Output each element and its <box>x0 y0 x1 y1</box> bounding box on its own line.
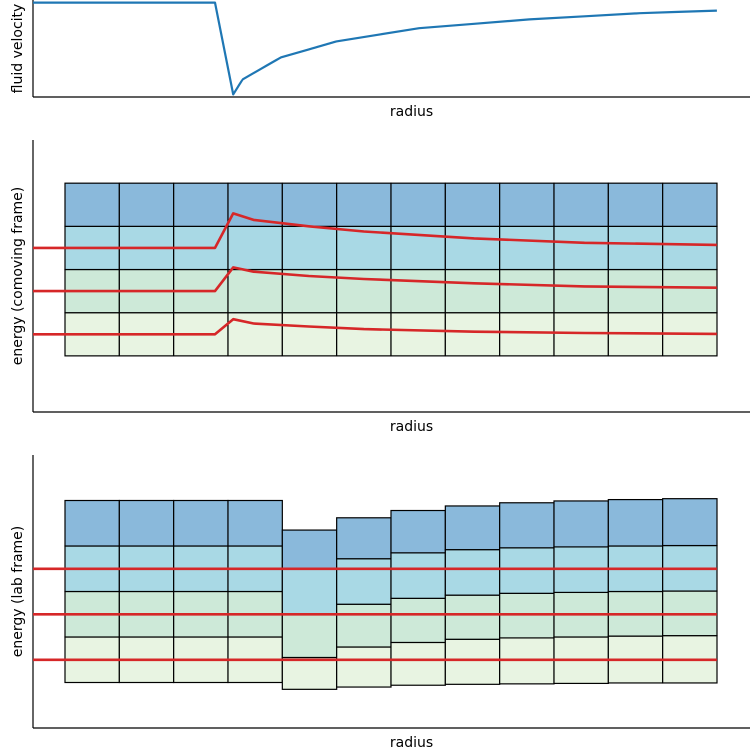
energy-bin-cell <box>607 498 664 547</box>
energy-bin-cell <box>336 646 392 688</box>
energy-group-line <box>33 212 717 250</box>
y-axis-label: energy (lab frame) <box>10 526 26 657</box>
energy-bin-cell <box>444 312 501 357</box>
energy-bin-cell <box>499 502 555 549</box>
energy-bin-cell <box>390 182 446 227</box>
energy-bin-cell <box>281 529 338 570</box>
velocity-line <box>33 1 717 96</box>
energy-bin-cell <box>499 182 555 227</box>
energy-bin-cell <box>227 268 283 314</box>
energy-bin-cell <box>444 225 501 271</box>
energy-bin-cell <box>390 509 446 554</box>
energy-bin-cell <box>281 656 338 690</box>
energy-bin-cell <box>390 641 446 686</box>
x-axis-label: radius <box>390 104 433 120</box>
energy-bin-cell <box>173 182 229 227</box>
energy-bin-cell <box>553 500 609 548</box>
panel-1: radius fluid velocity <box>10 0 750 120</box>
energy-bin-cell <box>336 558 392 605</box>
energy-bin-cell <box>553 225 609 271</box>
energy-bin-cell <box>336 312 392 357</box>
energy-bin-cell <box>499 225 555 271</box>
panel-3: radius energy (lab frame) <box>10 455 750 751</box>
energy-bin-cell <box>553 268 609 314</box>
energy-bin-cell <box>444 638 501 685</box>
energy-bin-cell <box>390 268 446 314</box>
energy-bin-cell <box>390 597 446 644</box>
energy-group-line <box>33 266 717 293</box>
energy-bin-cell <box>173 499 229 547</box>
x-axis-label: radius <box>390 419 433 435</box>
energy-bin-cell <box>281 613 338 659</box>
energy-bin-cell <box>499 592 555 639</box>
energy-bin-cell <box>281 312 338 357</box>
energy-bin-cell <box>607 225 664 271</box>
energy-bin-cell <box>499 268 555 314</box>
energy-bin-cell <box>662 498 718 547</box>
energy-bin-cell <box>227 499 283 547</box>
energy-bin-cell <box>118 499 175 547</box>
energy-bin-cell <box>281 568 338 615</box>
energy-bin-cell <box>607 268 664 314</box>
energy-bin-cell <box>390 552 446 599</box>
energy-bin-cell <box>336 182 392 227</box>
energy-bin-cell <box>281 182 338 227</box>
energy-bin-cell <box>336 603 392 648</box>
energy-bin-cell <box>553 182 609 227</box>
energy-bin-cell <box>444 594 501 640</box>
energy-bin-cell <box>336 268 392 314</box>
energy-group-line <box>33 317 717 336</box>
energy-bin-cell <box>444 268 501 314</box>
energy-bin-cell <box>662 268 718 314</box>
energy-bin-cell <box>444 549 501 596</box>
energy-bin-cell <box>390 312 446 357</box>
energy-bin-cell <box>499 547 555 594</box>
energy-bin-cell <box>607 182 664 227</box>
energy-bin-cell <box>336 517 392 560</box>
energy-bin-cell <box>662 225 718 271</box>
x-axis-label: radius <box>390 735 433 751</box>
energy-bin-cell <box>444 505 501 551</box>
panel-2: radius energy (comoving frame) <box>10 140 750 435</box>
energy-bin-cell <box>227 225 283 271</box>
y-axis-label: energy (comoving frame) <box>10 187 26 366</box>
y-axis-label: fluid velocity <box>10 4 26 94</box>
energy-bin-cell <box>118 182 175 227</box>
energy-bin-cell <box>64 499 120 547</box>
energy-bin-cell <box>662 182 718 227</box>
energy-bin-cell <box>444 182 501 227</box>
energy-bin-cell <box>499 312 555 357</box>
energy-bin-cell <box>281 225 338 271</box>
energy-bin-cell <box>64 182 120 227</box>
